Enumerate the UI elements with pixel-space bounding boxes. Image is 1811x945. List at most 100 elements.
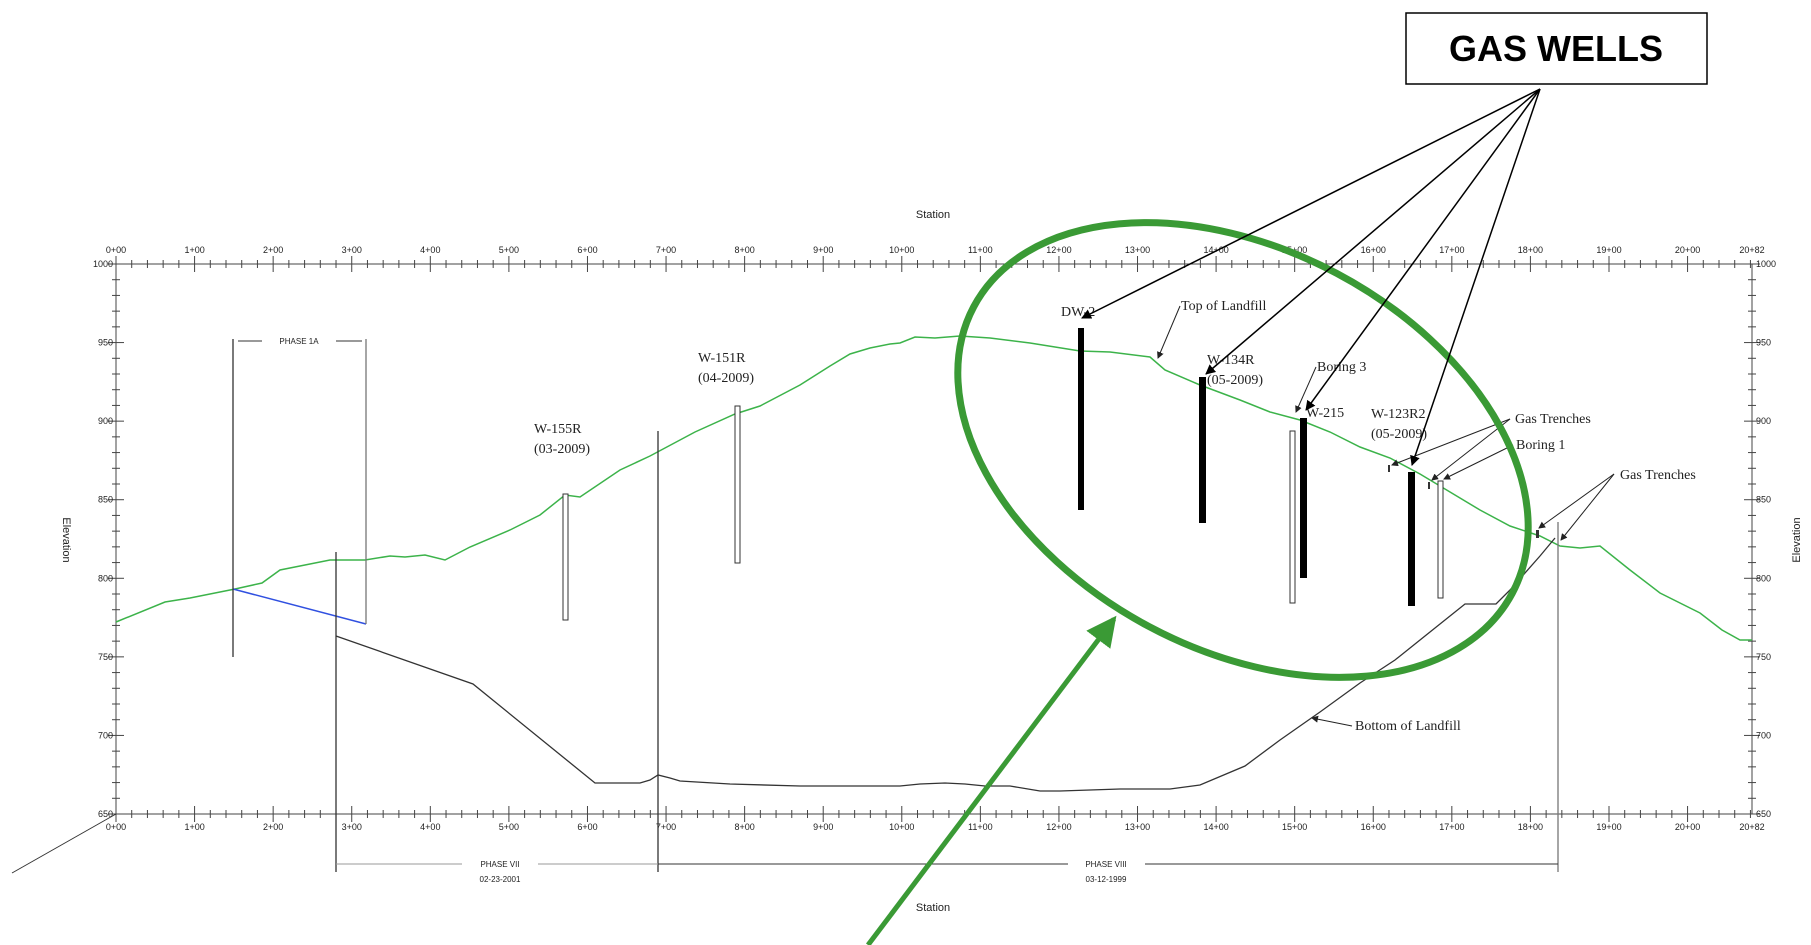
elevation-tick-label: 900 [98, 416, 113, 426]
boring-3 [1289, 430, 1296, 604]
bottom-of-landfill-label: Bottom of Landfill [1355, 719, 1461, 734]
elevation-tick-label: 750 [98, 652, 113, 662]
gas-trench-mark-2 [1428, 482, 1430, 489]
phase-8-date: 03-12-1999 [1086, 875, 1127, 884]
elevation-labels: 1000 1000 950 950 900 900 850 850 800 800 750 750 70… [93, 259, 1776, 819]
station-tick-label: 18+00 [1518, 822, 1543, 832]
gas-wells-arrow-w215 [1305, 88, 1541, 411]
elevation-tick-label: 1000 [1756, 259, 1776, 269]
station-tick-label: 16+00 [1361, 822, 1386, 832]
gas-wells-arrow-dw2 [1081, 88, 1541, 319]
station-tick-label: 0+00 [106, 245, 126, 255]
station-tick-label: 18+00 [1518, 245, 1543, 255]
well-dw2 [1078, 328, 1084, 510]
elevation-tick-label: 1000 [93, 259, 113, 269]
x-axis-title-bottom: Station [916, 902, 950, 914]
station-tick-label: 0+00 [106, 822, 126, 832]
gas-wells-callout-label: GAS WELLS [1449, 28, 1663, 69]
gas-trenches-leader-2b [1560, 473, 1615, 541]
station-tick-label: 8+00 [734, 822, 754, 832]
station-tick-label: 4+00 [420, 245, 440, 255]
station-tick-label: 4+00 [420, 822, 440, 832]
station-tick-label: 6+00 [577, 245, 597, 255]
gas-trench-mark-3 [1536, 530, 1539, 538]
bottom-of-landfill-line [335, 537, 1556, 792]
top-of-landfill-line [115, 335, 1752, 641]
y-axis-title-left: Elevation [60, 517, 72, 562]
lower-left-extension [11, 813, 117, 874]
elevation-tick-label: 900 [1756, 416, 1771, 426]
well-w151r-name: W-151R [698, 351, 746, 366]
station-tick-label: 10+00 [889, 822, 914, 832]
plot-frame [115, 263, 1753, 815]
well-w215-name: W-215 [1306, 406, 1344, 421]
gas-trenches-label-1: Gas Trenches [1515, 412, 1591, 427]
station-labels-top: 0+00 1+00 2+00 3+00 4+00 5+00 6+00 7+00 8+00 9+00… [106, 245, 1765, 255]
elevation-tick-label: 800 [98, 573, 113, 583]
well-w123r2-name: W-123R2 [1371, 407, 1425, 422]
elevation-tick-label: 650 [98, 809, 113, 819]
well-w134r-date: (05-2009) [1207, 373, 1263, 388]
gas-trenches-leader-2a [1538, 473, 1615, 529]
station-tick-label: 11+00 [968, 822, 993, 832]
station-tick-label: 3+00 [342, 245, 362, 255]
well-w155r-date: (03-2009) [534, 442, 590, 457]
station-tick-label: 20+82 [1739, 245, 1764, 255]
top-of-landfill-label: Top of Landfill [1181, 299, 1266, 314]
station-tick-label: 16+00 [1361, 245, 1386, 255]
station-tick-label: 10+00 [889, 245, 914, 255]
elevation-tick-label: 950 [1756, 338, 1771, 348]
elevation-tick-label: 750 [1756, 652, 1771, 662]
well-w155r [562, 493, 569, 621]
well-w134r [1199, 377, 1206, 523]
well-w123r2-date: (05-2009) [1371, 427, 1427, 442]
boring-3-leader [1295, 366, 1317, 413]
elevation-tick-label: 850 [98, 495, 113, 505]
station-labels-bottom: 0+00 1+00 2+00 3+00 4+00 5+00 6+00 7+00 8+00 9+00… [106, 822, 1765, 832]
station-tick-label: 14+00 [1203, 822, 1228, 832]
station-tick-label: 2+00 [263, 822, 283, 832]
station-tick-label: 5+00 [499, 822, 519, 832]
well-w215 [1300, 418, 1307, 578]
well-w134r-name: W-134R [1207, 353, 1255, 368]
station-tick-label: 9+00 [813, 822, 833, 832]
gas-trenches-label-2: Gas Trenches [1620, 468, 1696, 483]
station-tick-label: 8+00 [734, 245, 754, 255]
station-tick-label: 9+00 [813, 245, 833, 255]
y-axis-title-right: Elevation [1791, 517, 1803, 562]
phase-1a-base-line [232, 588, 367, 625]
boring-1-leader [1443, 444, 1514, 480]
station-tick-label: 1+00 [184, 822, 204, 832]
station-tick-label: 7+00 [656, 245, 676, 255]
axis-ticks [108, 256, 1760, 822]
well-w151r-date: (04-2009) [698, 371, 754, 386]
station-tick-label: 1+00 [184, 245, 204, 255]
top-of-landfill-leader [1157, 305, 1181, 359]
gas-wells-arrow-w134r [1205, 88, 1541, 375]
station-tick-label: 20+82 [1739, 822, 1764, 832]
station-tick-label: 5+00 [499, 245, 519, 255]
gas-wells-arrow-w123r2 [1410, 88, 1541, 466]
elevation-tick-label: 950 [98, 338, 113, 348]
station-tick-label: 19+00 [1596, 245, 1621, 255]
station-tick-label: 15+00 [1282, 822, 1307, 832]
station-tick-label: 20+00 [1675, 822, 1700, 832]
station-tick-label: 7+00 [656, 822, 676, 832]
phase-8-label: PHASE VIII [1085, 860, 1126, 869]
well-w155r-name: W-155R [534, 422, 582, 437]
station-tick-label: 20+00 [1675, 245, 1700, 255]
gas-wells-callout-box [1405, 12, 1708, 85]
station-tick-label: 13+00 [1125, 822, 1150, 832]
well-w123r2 [1408, 472, 1415, 606]
phase-1a-label: PHASE 1A [279, 337, 319, 346]
well-w151r [734, 405, 741, 564]
gas-trenches-leader-1a [1391, 418, 1511, 467]
station-tick-label: 2+00 [263, 245, 283, 255]
highlight-ellipse [954, 219, 1532, 681]
boring-1 [1437, 480, 1444, 599]
station-tick-label: 14+00 [1203, 245, 1228, 255]
well-dw2-name: DW-2 [1061, 305, 1095, 320]
station-tick-label: 6+00 [577, 822, 597, 832]
boring-3-label: Boring 3 [1317, 360, 1366, 375]
